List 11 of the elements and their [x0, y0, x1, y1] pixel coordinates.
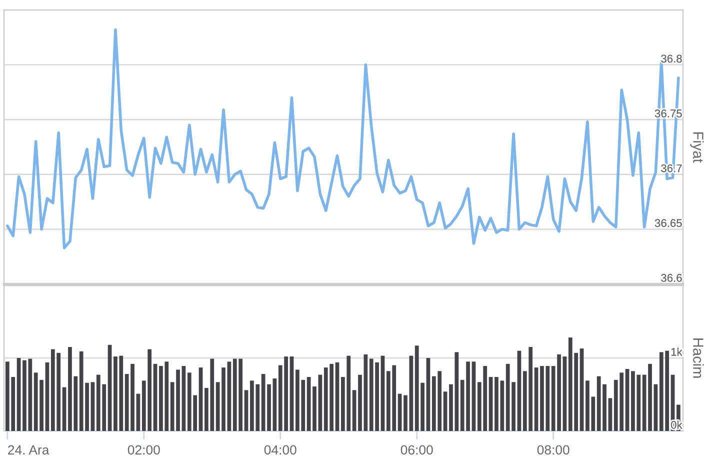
- x-tick-label: 02:00: [128, 445, 160, 455]
- y-tick-label: 1k: [671, 348, 682, 356]
- y-tick-label: 36.65: [654, 219, 682, 228]
- x-tick-label: 06:00: [400, 445, 433, 455]
- y-tick-label: 36.6: [661, 274, 682, 282]
- x-tick-label: 04:00: [264, 445, 296, 455]
- y-tick-label: 36.8: [661, 54, 682, 63]
- y-axis-title: Fiyat: [690, 132, 704, 163]
- x-tick-label: 08:00: [537, 445, 570, 455]
- x-tick-label: 24. Ara: [8, 445, 50, 455]
- y-axis-title: Hacim: [693, 338, 704, 378]
